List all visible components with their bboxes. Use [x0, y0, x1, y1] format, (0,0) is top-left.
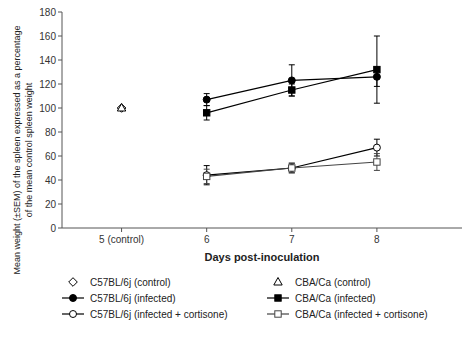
error-bar — [374, 36, 380, 103]
legend-item: CBA/Ca (infected + cortisone) — [267, 309, 428, 320]
data-point — [289, 87, 295, 93]
data-point — [203, 96, 210, 103]
x-tick-label: 6 — [204, 234, 210, 245]
legend-label: C57BL/6j (infected + cortisone) — [90, 309, 228, 320]
y-tick — [58, 36, 62, 37]
y-tick — [58, 180, 62, 181]
legend-item: C57BL/6j (infected + cortisone) — [62, 309, 228, 320]
data-point — [203, 173, 209, 179]
data-point — [289, 165, 295, 171]
legend-item: CBA/Ca (control) — [274, 277, 371, 288]
y-tick-label: 160 — [39, 31, 56, 42]
x-tick — [206, 228, 207, 232]
error-bar — [289, 84, 295, 96]
y-axis-label-line: of the mean control spleen weight — [24, 82, 34, 217]
series-line — [207, 70, 377, 113]
y-tick-label: 20 — [45, 199, 57, 210]
legend-label: C57BL/6j (control) — [90, 277, 171, 288]
error-bar — [204, 169, 210, 183]
legend: C57BL/6j (control) C57BL/6j (infected) C57… — [62, 277, 428, 320]
data-point — [203, 172, 210, 179]
x-axis-label: Days post-inoculation — [205, 251, 320, 263]
data-point — [374, 159, 380, 165]
y-tick — [58, 108, 62, 109]
y-tick-label: 80 — [45, 127, 57, 138]
y-tick — [58, 60, 62, 61]
y-tick — [58, 204, 62, 205]
y-tick-label: 60 — [45, 151, 57, 162]
error-bar — [289, 163, 295, 173]
data-point — [373, 144, 380, 151]
data-point — [203, 110, 209, 116]
error-bar — [204, 106, 210, 120]
y-tick-label: 140 — [39, 55, 56, 66]
error-bar — [289, 65, 295, 96]
y-axis — [62, 12, 63, 228]
y-tick — [58, 132, 62, 133]
legend-marker — [275, 311, 281, 317]
y-tick — [58, 156, 62, 157]
y-axis-label-line: Mean weight (±SEM) of the spleen express… — [12, 25, 22, 274]
x-tick-label: 8 — [374, 234, 380, 245]
error-bar — [204, 166, 210, 185]
legend-item: C57BL/6j (control) — [69, 277, 171, 288]
y-tick — [58, 84, 62, 85]
series-line — [207, 162, 377, 176]
series-line — [207, 148, 377, 176]
data-point — [117, 104, 125, 112]
y-tick-label: 100 — [39, 103, 56, 114]
data-point — [117, 104, 126, 113]
plot-area — [117, 36, 380, 185]
error-bar — [204, 94, 210, 106]
data-point — [288, 165, 295, 172]
x-tick-label: 7 — [289, 234, 295, 245]
legend-marker — [70, 311, 77, 318]
legend-item: CBA/Ca (infected) — [267, 293, 376, 304]
legend-marker — [275, 295, 281, 301]
y-tick — [58, 12, 62, 13]
x-tick-label: 5 (control) — [99, 234, 144, 245]
y-tick-label: 0 — [50, 223, 56, 234]
legend-label: CBA/Ca (control) — [295, 277, 371, 288]
x-tick — [291, 228, 292, 232]
legend-label: C57BL/6j (infected) — [90, 293, 176, 304]
x-tick — [376, 228, 377, 232]
legend-marker — [70, 295, 77, 302]
y-axis-label: Mean weight (±SEM) of the spleen express… — [12, 25, 34, 274]
y-tick-label: 180 — [39, 7, 56, 18]
data-point — [374, 66, 380, 72]
legend-marker — [274, 278, 282, 286]
data-point — [373, 73, 380, 80]
data-point — [288, 77, 295, 84]
legend-item: C57BL/6j (infected) — [62, 293, 176, 304]
x-tick — [121, 228, 122, 232]
y-tick-label: 40 — [45, 175, 57, 186]
legend-label: CBA/Ca (infected) — [295, 293, 376, 304]
legend-label: CBA/Ca (infected + cortisone) — [295, 309, 428, 320]
error-bar — [374, 154, 380, 171]
error-bar — [289, 163, 295, 173]
legend-marker — [69, 278, 78, 287]
series-line — [207, 77, 377, 100]
y-tick — [58, 228, 62, 229]
chart: 0 20 40 60 80 100 120 140 160 180 5 (control) 6 7 8 Da… — [0, 0, 474, 341]
y-tick-label: 120 — [39, 79, 56, 90]
